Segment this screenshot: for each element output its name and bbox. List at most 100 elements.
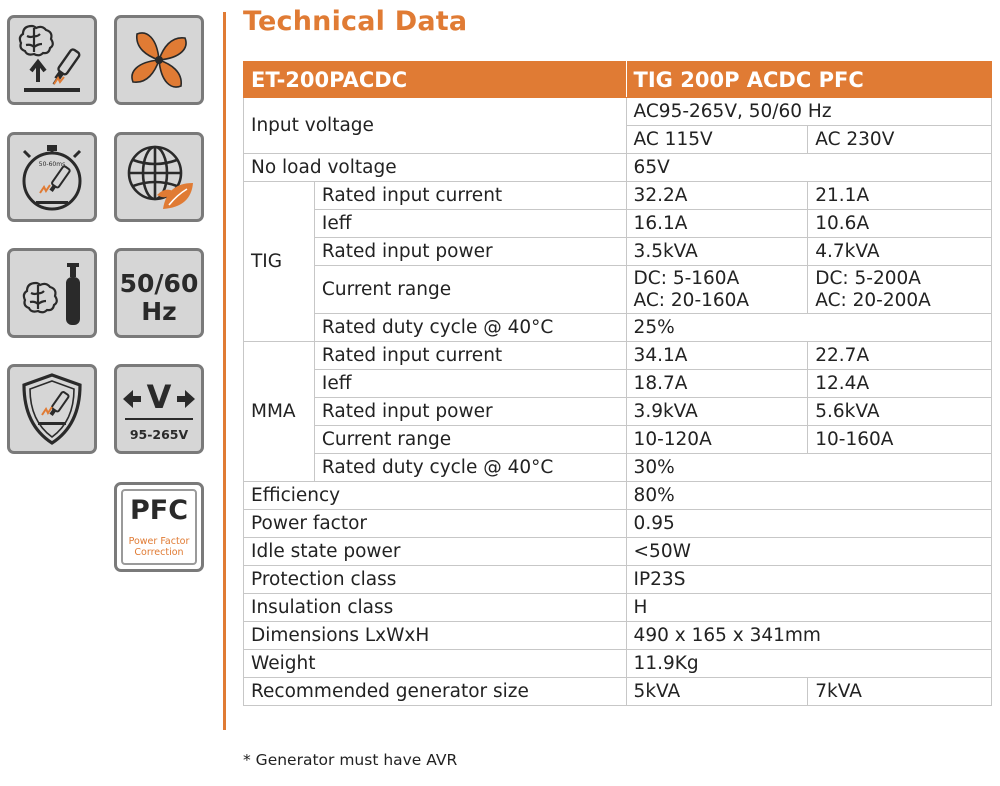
- mma-group-label: MMA: [243, 341, 315, 482]
- table-row: Idle state power <50W: [243, 537, 993, 566]
- value-115v: DC: 5-160A AC: 20-160A: [625, 265, 809, 314]
- table-row: AC 115V AC 230V: [244, 125, 992, 154]
- voltage-arrows-icon: [123, 390, 195, 420]
- model-name-header: TIG 200P ACDC PFC: [625, 61, 993, 98]
- table-row: Rated input power 3.9kVA 5.6kVA: [244, 397, 992, 426]
- pfc-line1: Power Factor: [128, 536, 190, 547]
- smart-upgrade-icon-tile: [7, 15, 97, 105]
- table-row: TIG Rated input current 32.2A 21.1A: [243, 181, 992, 342]
- table-row: Current range DC: 5-160A AC: 20-160A DC:…: [244, 265, 992, 314]
- generator-size-230v: 7kVA: [807, 677, 992, 706]
- value-115v: 18.7A: [625, 369, 809, 398]
- row-label: Rated input power: [313, 237, 627, 266]
- no-load-voltage-value: 65V: [625, 153, 993, 182]
- row-value: IP23S: [625, 565, 993, 594]
- fan-icon: [131, 32, 187, 88]
- row-label: Current range: [313, 425, 627, 454]
- dc-range-230v: DC: 5-200A: [815, 267, 921, 289]
- input-voltage-range: AC95-265V, 50/60 Hz: [625, 97, 993, 126]
- row-label: Power factor: [243, 509, 627, 538]
- row-value: <50W: [625, 537, 993, 566]
- fast-response-icon-tile: 50-60ms: [7, 132, 97, 222]
- pfc-icon-tile: PFC Power Factor Correction: [114, 482, 204, 572]
- hz-unit: Hz: [141, 297, 177, 326]
- table-row: Rated input power 3.5kVA 4.7kVA: [244, 237, 992, 266]
- dc-range-115v: DC: 5-160A: [633, 267, 740, 289]
- duty-cycle-value: 25%: [625, 313, 993, 342]
- row-label: Ieff: [313, 369, 627, 398]
- value-230v: 12.4A: [807, 369, 992, 398]
- hz-value: 50/60: [119, 269, 199, 298]
- input-voltage-label: Input voltage: [243, 97, 627, 154]
- table-row: Recommended generator size 5kVA 7kVA: [243, 677, 992, 706]
- table-row: MMA Rated input current 34.1A 22.7A: [243, 341, 992, 482]
- row-label: Insulation class: [243, 593, 627, 622]
- generator-size-115v: 5kVA: [625, 677, 809, 706]
- smart-gas-icon-tile: [7, 248, 97, 338]
- wide-voltage-icon-tile: V 95-265V: [114, 364, 204, 454]
- no-load-voltage-label: No load voltage: [243, 153, 627, 182]
- value-115v: 34.1A: [625, 341, 809, 370]
- value-115v: 32.2A: [625, 181, 809, 210]
- frequency-icon-tile: 50/60 Hz: [114, 248, 204, 338]
- value-115v: 3.5kVA: [625, 237, 809, 266]
- table-row: Current range 10-120A 10-160A: [244, 425, 992, 454]
- value-230v: 21.1A: [807, 181, 992, 210]
- table-row: Weight 11.9Kg: [243, 649, 993, 678]
- ac-range-115v: AC: 20-160A: [633, 289, 750, 311]
- duty-cycle-value: 30%: [625, 453, 993, 482]
- table-header-row: ET-200PACDC TIG 200P ACDC PFC: [243, 61, 993, 98]
- row-label: Rated duty cycle @ 40°C: [313, 313, 627, 342]
- pfc-line2: Correction: [134, 547, 184, 558]
- ac-range-230v: AC: 20-200A: [815, 289, 931, 311]
- value-115v: 3.9kVA: [625, 397, 809, 426]
- footnote: * Generator must have AVR: [243, 751, 458, 769]
- stopwatch-icon: 50-60ms: [22, 145, 82, 211]
- table-row: Ieff 16.1A 10.6A: [244, 209, 992, 238]
- globe-leaf-icon: [127, 145, 193, 209]
- pfc-text: PFC: [129, 495, 189, 526]
- volt-letter: V: [146, 378, 172, 416]
- shield-icon: [22, 373, 82, 445]
- page-title: Technical Data: [243, 6, 468, 37]
- row-label: Weight: [243, 649, 627, 678]
- brain-gas-cylinder-icon: [22, 263, 80, 325]
- value-230v: 22.7A: [807, 341, 992, 370]
- table-row: Efficiency 80%: [243, 481, 993, 510]
- value-230v: 10-160A: [807, 425, 992, 454]
- value-230v: 4.7kVA: [807, 237, 992, 266]
- protection-shield-icon-tile: [7, 364, 97, 454]
- row-value: 80%: [625, 481, 993, 510]
- table-row: No load voltage 65V: [243, 153, 993, 182]
- table-row: Protection class IP23S: [243, 565, 993, 594]
- column-230v: AC 230V: [807, 125, 992, 154]
- table-row: Power factor 0.95: [243, 509, 993, 538]
- pfc-inner-frame: [121, 489, 197, 565]
- row-label: Idle state power: [243, 537, 627, 566]
- table-row: Ieff 18.7A 12.4A: [244, 369, 992, 398]
- accent-divider: [223, 12, 226, 730]
- value-230v: 10.6A: [807, 209, 992, 238]
- generator-size-label: Recommended generator size: [243, 677, 627, 706]
- cooling-fan-icon-tile: [114, 15, 204, 105]
- row-value: H: [625, 593, 993, 622]
- row-label: Rated duty cycle @ 40°C: [313, 453, 627, 482]
- row-label: Rated input current: [313, 341, 627, 370]
- timer-label: 50-60ms: [39, 161, 65, 168]
- value-230v: 5.6kVA: [807, 397, 992, 426]
- brain-torch-icon: [18, 24, 81, 92]
- table-row: Insulation class H: [243, 593, 993, 622]
- column-115v: AC 115V: [625, 125, 809, 154]
- row-value: 490 x 165 x 341mm: [625, 621, 993, 650]
- volt-range: 95-265V: [129, 427, 189, 442]
- value-115v: 16.1A: [625, 209, 809, 238]
- table-row: Rated duty cycle @ 40°C 30%: [244, 453, 993, 482]
- row-label: Current range: [313, 265, 627, 314]
- tig-group-label: TIG: [243, 181, 315, 342]
- row-label: Efficiency: [243, 481, 627, 510]
- row-label: Ieff: [313, 209, 627, 238]
- row-value: 11.9Kg: [625, 649, 993, 678]
- value-115v: 10-120A: [625, 425, 809, 454]
- model-code-header: ET-200PACDC: [243, 61, 627, 98]
- eco-globe-icon-tile: [114, 132, 204, 222]
